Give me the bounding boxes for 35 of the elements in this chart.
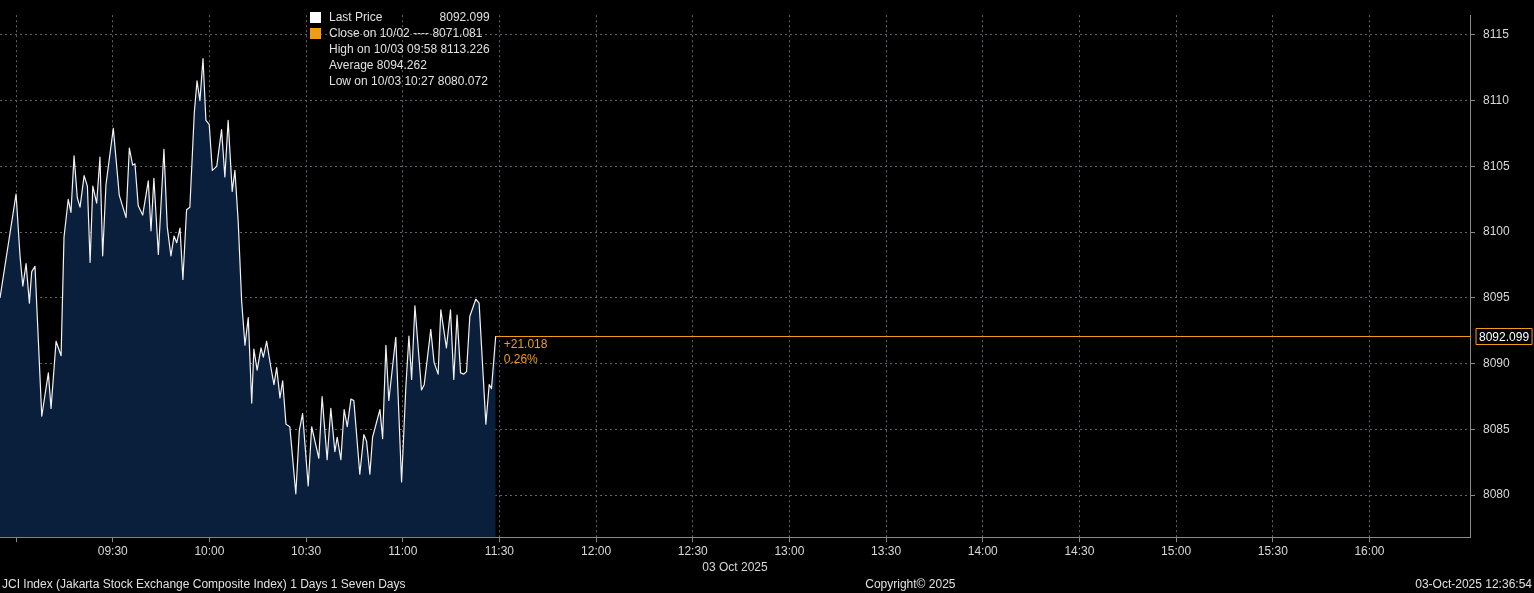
y-tick-label: 8110 [1483,92,1510,107]
x-tick-label: 14:30 [1064,543,1095,558]
x-tick-label: 14:00 [967,543,999,558]
x-tick-label: 11:30 [484,543,515,558]
annotation: 8092.099 [439,9,490,25]
x-axis-title: 03 Oct 2025 [702,560,769,575]
y-tick-label: 8090 [1483,355,1511,370]
x-tick-label: 10:00 [194,543,225,558]
y-tick-label: 8105 [1483,158,1511,173]
text: JCI Index (Jakarta Stock Exchange Composite Index) 1 Days 1 Seven Days [2,577,406,591]
annotation: 0.26% [503,352,539,367]
y-tick-label: 8095 [1483,290,1511,305]
x-tick-label: 15:30 [1257,543,1289,558]
x-tick-label: 10:30 [291,543,322,558]
x-tick-label: 13:30 [871,543,902,558]
x-tick-label: 11:00 [388,543,418,558]
x-tick-label: 13:00 [774,543,805,558]
annotation: Close on 10/02 ---- 8071.081 [329,25,484,41]
ref-line-label: 8092.099 [1479,329,1530,344]
text: 03-Oct-2025 12:36:54 [1415,577,1532,591]
x-tick-label: 15:00 [1161,543,1192,558]
x-tick-label: 16:00 [1354,543,1385,558]
x-tick-label: 09:30 [97,543,129,558]
legend-label: Last Price [329,9,384,25]
y-tick-label: 8115 [1483,27,1510,42]
y-tick-label: 8085 [1483,421,1511,436]
annotation: +21.018 [503,337,548,352]
x-tick-label: 12:00 [581,543,612,558]
x-tick-label: 12:30 [677,543,709,558]
y-tick-label: 8080 [1483,487,1511,502]
annotation: Low on 10/03 10:27 8080.072 [329,73,489,89]
y-tick-label: 8100 [1483,224,1511,239]
annotation: Average 8094.262 [329,57,428,73]
annotation: High on 10/03 09:58 8113.226 [329,41,490,57]
text: Copyright© 2025 [865,577,956,591]
